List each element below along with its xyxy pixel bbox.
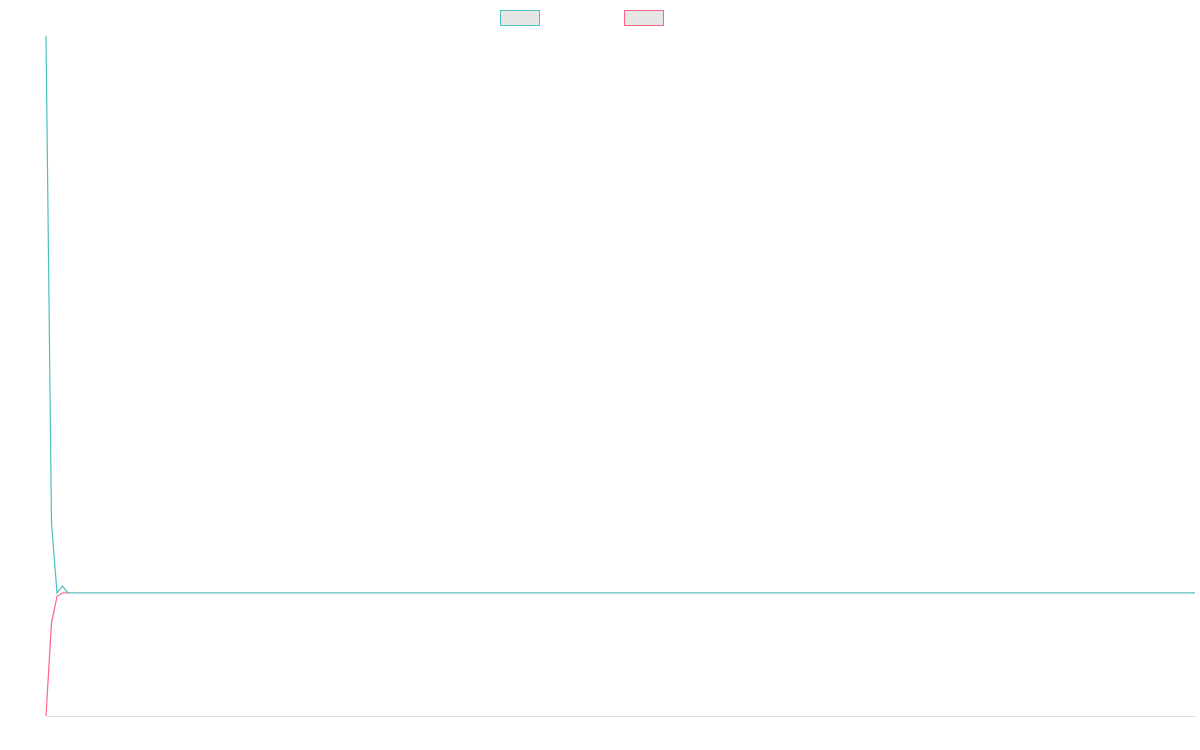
legend-swatch <box>624 10 664 26</box>
series-line <box>45 35 1195 595</box>
series-line <box>45 592 1195 717</box>
legend-swatch <box>500 10 540 26</box>
